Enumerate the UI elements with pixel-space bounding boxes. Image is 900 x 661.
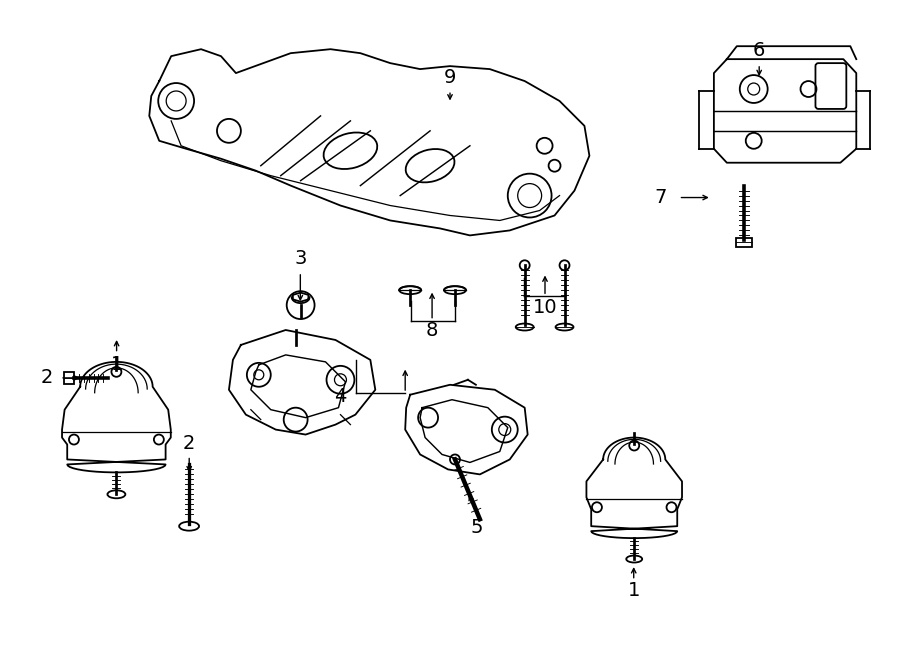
- Text: 2: 2: [183, 434, 195, 453]
- Text: 10: 10: [533, 298, 557, 317]
- Text: 7: 7: [654, 188, 667, 207]
- Text: 2: 2: [40, 368, 53, 387]
- Text: 8: 8: [426, 321, 438, 340]
- Text: 9: 9: [444, 67, 456, 87]
- Text: 1: 1: [627, 581, 640, 600]
- Text: 5: 5: [471, 518, 483, 537]
- Text: 3: 3: [294, 249, 307, 268]
- Text: 1: 1: [111, 355, 122, 374]
- Text: 4: 4: [335, 387, 346, 406]
- Text: 6: 6: [753, 41, 765, 60]
